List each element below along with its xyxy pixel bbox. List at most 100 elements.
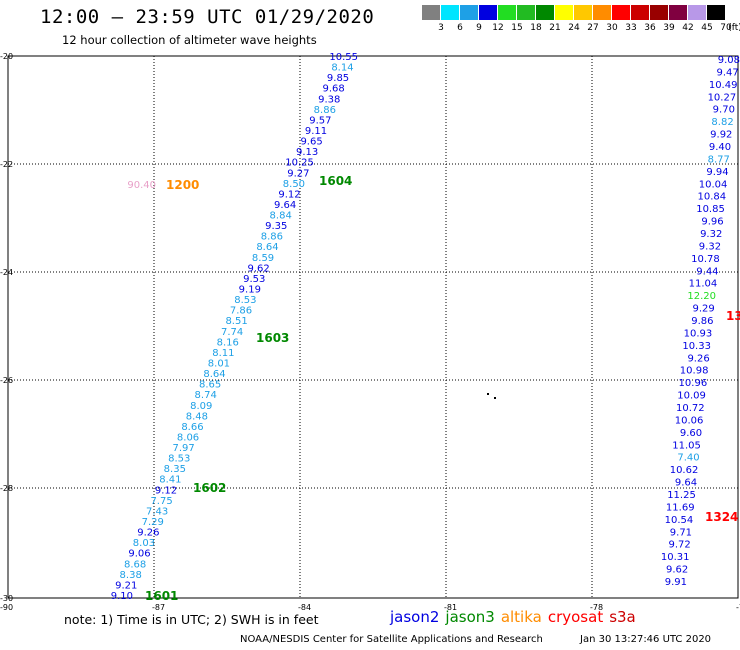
satellite-legend-entry: altika — [500, 608, 542, 626]
wave-height-value: 11.04 — [689, 279, 718, 290]
satellite-legend: jason2 jason3 altika cryosat s3a — [390, 608, 642, 626]
legend-swatch — [536, 5, 555, 20]
wave-height-value: 10.27 — [708, 92, 737, 103]
wave-height-value: 9.11 — [305, 126, 327, 137]
wave-height-value: 9.08 — [718, 55, 740, 66]
wave-height-value: 8.51 — [225, 316, 247, 327]
legend-level-label: 70 — [720, 23, 732, 33]
legend-level-label: 42 — [682, 23, 694, 33]
wave-height-value: 9.21 — [115, 580, 137, 591]
wave-height-value: 8.65 — [199, 380, 221, 391]
wave-height-value: 9.57 — [309, 115, 331, 126]
wave-height-value: 8.01 — [208, 358, 230, 369]
lon-tick-label: -90 — [0, 603, 13, 612]
legend-unit: (ft) — [728, 23, 740, 33]
lat-tick-label: -20 — [0, 52, 13, 61]
lon-tick-label: -78 — [590, 603, 603, 612]
legend-swatch — [441, 5, 460, 20]
wave-height-value: 7.40 — [677, 453, 699, 464]
legend-swatch — [612, 5, 631, 20]
wave-height-value: 10.85 — [696, 204, 725, 215]
legend-level-label: 27 — [587, 23, 599, 33]
wave-height-value: 9.12 — [155, 485, 177, 496]
wave-height-value: 9.64 — [675, 478, 697, 489]
wave-height-value: 9.68 — [322, 84, 344, 95]
wave-height-value: 10.55 — [329, 52, 358, 63]
legend-swatch — [460, 5, 479, 20]
wave-height-value: 7.86 — [230, 306, 252, 317]
legend-swatch — [479, 5, 498, 20]
legend-swatch — [498, 5, 517, 20]
wave-height-value: 8.84 — [270, 211, 292, 222]
legend-swatch — [688, 5, 707, 20]
wave-height-value: 9.65 — [300, 137, 322, 148]
wave-height-value: 8.16 — [217, 337, 239, 348]
legend-swatch — [631, 5, 650, 20]
wave-height-value: 10.33 — [682, 341, 711, 352]
lat-tick-label: -30 — [0, 594, 13, 603]
map-frame — [7, 55, 739, 599]
map-title: 12:00 — 23:59 UTC 01/29/2020 — [40, 6, 375, 28]
wave-height-value: 9.19 — [239, 285, 261, 296]
wave-height-value: 10.49 — [709, 80, 738, 91]
wave-height-value: 9.12 — [278, 189, 300, 200]
wave-height-value: 9.47 — [716, 67, 738, 78]
credit-line: NOAA/NESDIS Center for Satellite Applica… — [240, 634, 543, 645]
map-grid — [7, 55, 739, 599]
wave-height-value: 7.75 — [150, 496, 172, 507]
wave-height-value: 9.26 — [687, 353, 709, 364]
wave-height-value: 9.29 — [692, 304, 714, 315]
legend-level-label: 45 — [701, 23, 713, 33]
legend-swatch — [574, 5, 593, 20]
wave-height-value: 9.40 — [709, 142, 731, 153]
lat-tick-label: -26 — [0, 376, 13, 385]
legend-swatch — [593, 5, 612, 20]
lat-tick-label: -22 — [0, 160, 13, 169]
legend-swatch — [650, 5, 669, 20]
wave-height-value: 12.20 — [687, 291, 716, 302]
legend-level-label: 39 — [663, 23, 675, 33]
legend-level-label: 33 — [625, 23, 637, 33]
wave-height-value: 9.44 — [696, 266, 718, 277]
wave-height-value: 10.93 — [684, 328, 713, 339]
wave-height-value: 7.29 — [142, 517, 164, 528]
wave-height-value: 9.70 — [713, 105, 735, 116]
footer-note: note: 1) Time is in UTC; 2) SWH is in fe… — [64, 612, 319, 627]
wave-height-value: 8.86 — [314, 105, 336, 116]
pass-time-label: 1604 — [319, 174, 352, 188]
wave-height-value: 8.41 — [159, 475, 181, 486]
wave-height-value: 8.09 — [190, 401, 212, 412]
wave-height-value: 90.40 — [127, 180, 156, 191]
wave-height-value: 8.86 — [261, 232, 283, 243]
pass-time-label: 1602 — [193, 481, 226, 495]
lon-tick-label: -84 — [298, 603, 311, 612]
wave-height-value: 8.64 — [256, 242, 278, 253]
wave-height-value: 9.38 — [318, 94, 340, 105]
wave-height-value: 9.10 — [111, 591, 133, 602]
legend-swatch — [517, 5, 536, 20]
wave-height-value: 8.82 — [711, 117, 733, 128]
wave-height-value: 10.09 — [677, 391, 706, 402]
wave-height-value: 9.62 — [666, 565, 688, 576]
wave-height-value: 9.27 — [287, 168, 309, 179]
legend-level-label: 18 — [530, 23, 542, 33]
wave-height-value: 11.25 — [667, 490, 696, 501]
legend-level-label: 12 — [492, 23, 504, 33]
wave-height-value: 10.31 — [661, 552, 690, 563]
generated-timestamp: Jan 30 13:27:46 UTC 2020 — [580, 634, 712, 645]
wave-height-value: 10.84 — [697, 192, 726, 203]
wave-height-value: 10.78 — [691, 254, 720, 265]
wave-height-value: 9.06 — [128, 549, 150, 560]
wave-height-value: 10.25 — [285, 158, 314, 169]
legend-swatch — [422, 5, 441, 20]
wave-height-tracks: 10.558.149.859.689.388.869.579.119.659.1… — [111, 52, 740, 602]
wave-height-value: 8.11 — [212, 348, 234, 359]
wave-height-value: 9.32 — [699, 241, 721, 252]
wave-height-value: 8.06 — [177, 432, 199, 443]
pass-time-label: 13 — [726, 309, 740, 323]
wave-height-value: 11.69 — [666, 502, 695, 513]
wave-height-value: 8.53 — [234, 295, 256, 306]
wave-height-value: 9.60 — [680, 428, 702, 439]
wave-height-value: 9.53 — [243, 274, 265, 285]
